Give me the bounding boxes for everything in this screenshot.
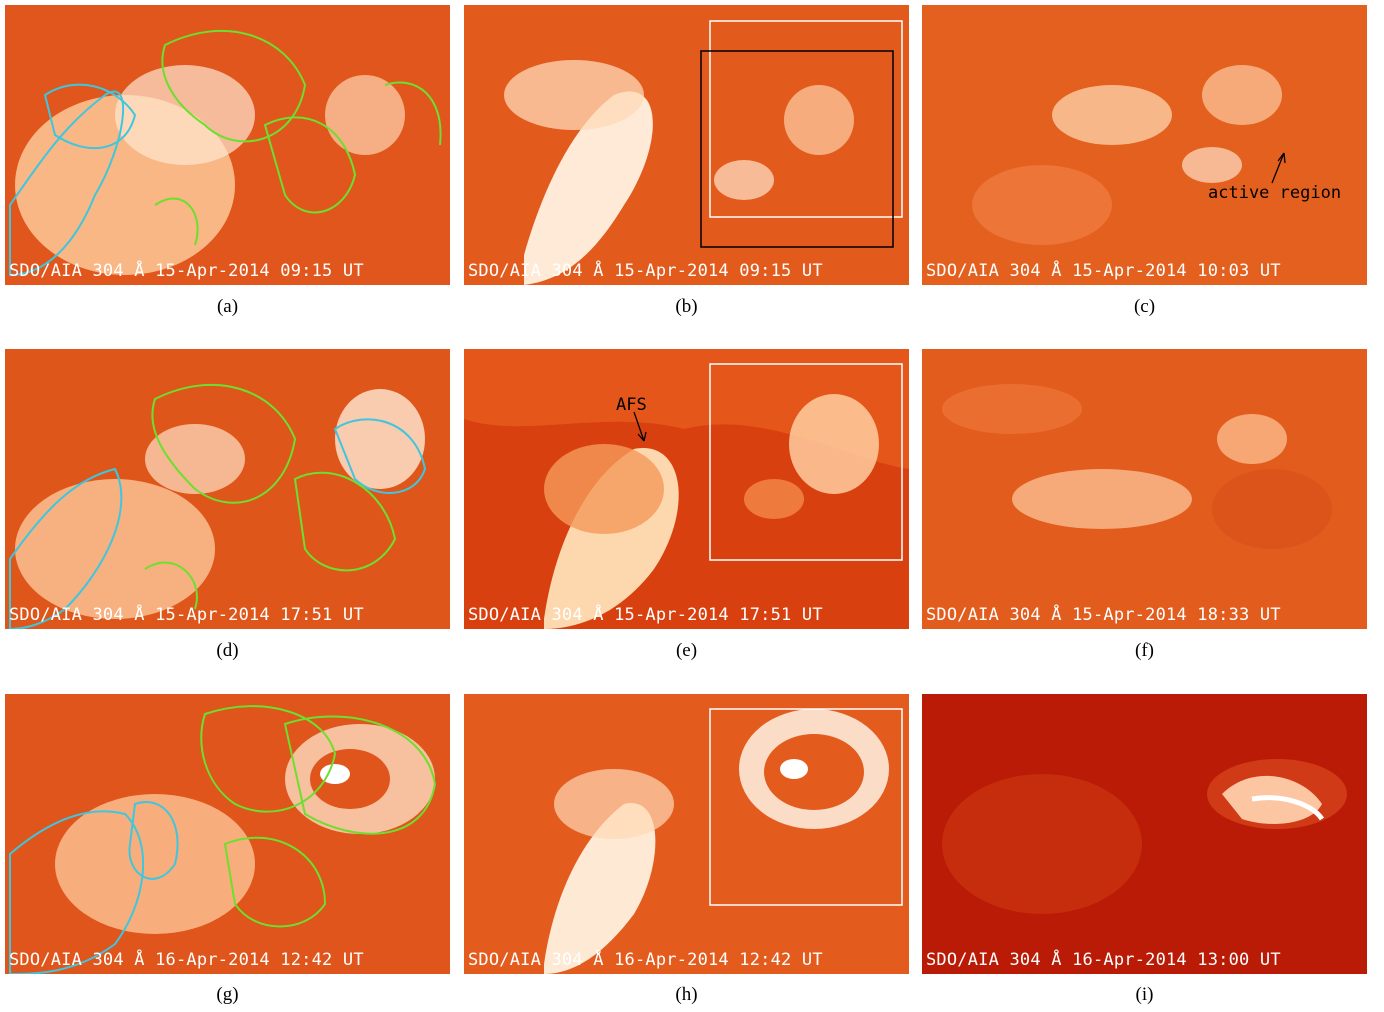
caption-c: (c) xyxy=(1133,296,1156,317)
zoom-box-black xyxy=(700,50,894,248)
solar-image-h xyxy=(464,694,909,974)
panel-d: SDO/AIA 304 Å 15-Apr-2014 17:51 UT xyxy=(5,349,450,629)
arrow-head-icon xyxy=(1277,152,1286,164)
timestamp: SDO/AIA 304 Å 16-Apr-2014 12:42 UT xyxy=(468,950,823,970)
solar-image-i xyxy=(922,694,1367,974)
timestamp: SDO/AIA 304 Å 15-Apr-2014 18:33 UT xyxy=(926,605,1281,625)
timestamp: SDO/AIA 304 Å 15-Apr-2014 17:51 UT xyxy=(9,605,364,625)
timestamp: SDO/AIA 304 Å 15-Apr-2014 09:15 UT xyxy=(9,261,364,281)
panel-a: SDO/AIA 304 Å 15-Apr-2014 09:15 UT xyxy=(5,5,450,285)
solar-image-e xyxy=(464,349,909,629)
arrow-line xyxy=(1271,152,1285,184)
caption-g: (g) xyxy=(216,984,239,1005)
caption-i: (i) xyxy=(1135,984,1154,1005)
timestamp: SDO/AIA 304 Å 15-Apr-2014 09:15 UT xyxy=(468,261,823,281)
caption-e: (e) xyxy=(675,640,698,661)
solar-image-a xyxy=(5,5,450,285)
panel-e: AFS SDO/AIA 304 Å 15-Apr-2014 17:51 UT xyxy=(464,349,909,629)
zoom-box-white xyxy=(709,363,903,561)
solar-image-b xyxy=(464,5,909,285)
active-region-label: active region xyxy=(1208,183,1342,203)
arrow-head-icon xyxy=(637,431,647,442)
solar-image-d xyxy=(5,349,450,629)
timestamp: SDO/AIA 304 Å 15-Apr-2014 10:03 UT xyxy=(926,261,1281,281)
zoom-box-white xyxy=(709,708,903,906)
solar-image-g xyxy=(5,694,450,974)
arrow-line xyxy=(633,411,645,442)
panel-i: SDO/AIA 304 Å 16-Apr-2014 13:00 UT xyxy=(922,694,1367,974)
caption-h: (h) xyxy=(675,984,698,1005)
timestamp: SDO/AIA 304 Å 16-Apr-2014 13:00 UT xyxy=(926,950,1281,970)
panel-c: active region SDO/AIA 304 Å 15-Apr-2014 … xyxy=(922,5,1367,285)
caption-a: (a) xyxy=(216,296,239,317)
panel-f: SDO/AIA 304 Å 15-Apr-2014 18:33 UT xyxy=(922,349,1367,629)
panel-b: SDO/AIA 304 Å 15-Apr-2014 09:15 UT xyxy=(464,5,909,285)
caption-d: (d) xyxy=(216,640,239,661)
afs-label: AFS xyxy=(616,395,647,415)
panel-g: SDO/AIA 304 Å 16-Apr-2014 12:42 UT xyxy=(5,694,450,974)
panel-h: SDO/AIA 304 Å 16-Apr-2014 12:42 UT xyxy=(464,694,909,974)
caption-b: (b) xyxy=(675,296,698,317)
timestamp: SDO/AIA 304 Å 15-Apr-2014 17:51 UT xyxy=(468,605,823,625)
solar-image-f xyxy=(922,349,1367,629)
solar-image-c xyxy=(922,5,1367,285)
caption-f: (f) xyxy=(1135,640,1154,661)
timestamp: SDO/AIA 304 Å 16-Apr-2014 12:42 UT xyxy=(9,950,364,970)
zoom-box-white xyxy=(709,20,903,218)
